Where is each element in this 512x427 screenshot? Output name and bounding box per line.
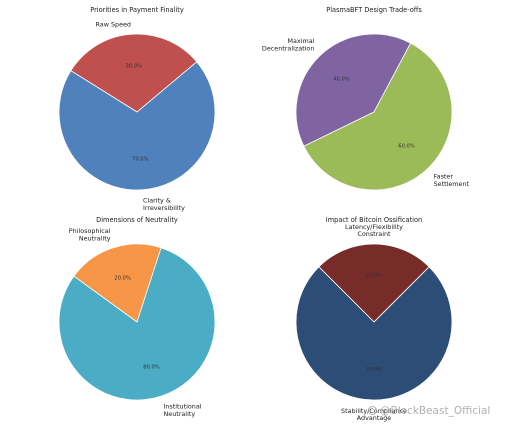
chart-title: Impact of Bitcoin Ossification (326, 216, 422, 224)
pie-slice (70, 33, 198, 113)
pie-slice (73, 243, 162, 323)
pie-slice (58, 247, 216, 401)
chart-title: Priorities in Payment Finality (90, 6, 184, 14)
slice-percent-label: 80.0% (143, 365, 160, 371)
slice-category-label: Clarity & Irreversibility (143, 197, 185, 212)
pie-chart-payment-finality: Priorities in Payment Finality 30.0% Raw … (58, 6, 216, 212)
watermark-logo-icon (368, 406, 377, 415)
slice-percent-label: 40.0% (333, 76, 350, 82)
chart-title: Dimensions of Neutrality (96, 216, 178, 224)
pie-chart-bitcoin-ossification: Impact of Bitcoin Ossification 25.0% Late… (295, 216, 453, 422)
slice-category-label: Latency/Flexibility Constraint (345, 223, 403, 238)
slice-percent-label: 20.0% (114, 275, 131, 281)
slice-percent-label: 60.0% (398, 144, 415, 150)
slice-percent-label: 25.0% (366, 273, 383, 279)
pie-slice (295, 33, 412, 147)
pie-slice (295, 266, 453, 401)
pie-chart-neutrality-dimensions: Dimensions of Neutrality 20.0% Philosophi… (58, 216, 216, 418)
pie-slice (303, 42, 453, 191)
slice-category-label: Raw Speed (95, 20, 131, 28)
slice-category-label: Maximal Decentralization (262, 37, 315, 52)
slice-category-label: Philosophical Neutrality (69, 227, 111, 242)
slice-percent-label: 70.0% (132, 157, 149, 163)
pie-slice (58, 61, 216, 191)
chart-title: PlasmaBFT Design Trade-offs (326, 6, 422, 14)
watermark-text: @BlockBeast_Official (380, 405, 491, 417)
slice-category-label: Institutional Neutrality (164, 403, 202, 418)
pie-chart-plasmabft-tradeoffs: PlasmaBFT Design Trade-offs 40.0% Maximal… (262, 6, 470, 191)
slice-category-label: Faster Settlement (434, 173, 470, 188)
pie-slice (318, 243, 430, 323)
slice-percent-label: 30.0% (125, 63, 142, 69)
slice-percent-label: 75.0% (366, 367, 383, 373)
watermark: @BlockBeast_Official (368, 405, 490, 417)
